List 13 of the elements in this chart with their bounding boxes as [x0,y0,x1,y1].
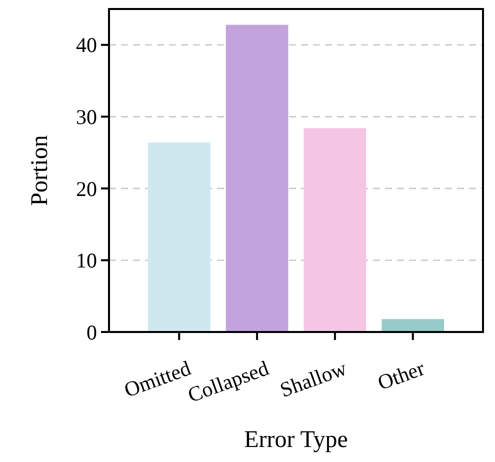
y-tick-label: 10 [76,248,97,273]
x-tick-label: Shallow [276,356,350,402]
y-tick-label: 30 [76,105,97,130]
x-tick-label: Other [374,356,428,395]
bar [148,142,210,332]
y-tick-label: 0 [86,320,97,344]
bar [226,24,288,332]
y-tick-label: 20 [76,176,97,201]
y-axis-title: Portion [27,135,53,206]
x-axis-title: Error Type [244,427,348,453]
bar [304,128,366,332]
y-tick-label: 40 [76,33,97,58]
bar [382,319,444,332]
